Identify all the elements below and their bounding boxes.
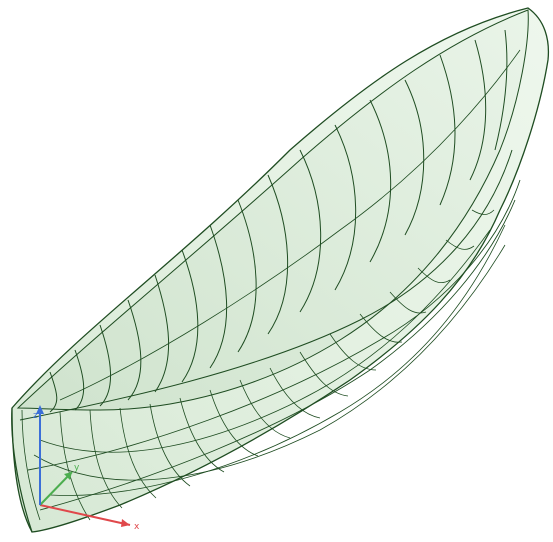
station-line: [439, 54, 456, 206]
station-line: [299, 149, 322, 313]
z-axis-label: z: [33, 411, 38, 421]
station-line: [334, 124, 357, 291]
hull-inner-surface: [16, 9, 529, 411]
centerline: [59, 49, 521, 401]
station-line: [267, 174, 289, 335]
station-line: [49, 371, 58, 413]
side-frames: [33, 209, 506, 521]
chine-line: [19, 149, 513, 421]
station-line: [209, 224, 228, 369]
y-axis-arrow: [64, 472, 72, 480]
station-line: [237, 199, 257, 353]
axis-triad: x y z: [33, 405, 140, 532]
station-lines: [49, 29, 508, 413]
x-axis-line: [39, 504, 131, 526]
station-line: [369, 99, 392, 263]
y-axis-label: y: [74, 463, 80, 473]
z-axis-arrow: [36, 405, 44, 414]
station-line: [74, 349, 85, 411]
station-line: [99, 324, 111, 407]
station-line: [181, 249, 199, 383]
x-axis-label: x: [134, 522, 140, 532]
y-axis-line: [39, 471, 73, 506]
station-line: [469, 39, 487, 181]
waterline: [27, 179, 521, 471]
transom-line: [21, 409, 41, 521]
x-axis-arrow: [121, 519, 130, 527]
station-line: [154, 274, 169, 393]
station-line: [404, 79, 425, 236]
station-line: [127, 299, 142, 401]
station-line: [494, 29, 508, 151]
stern-edge: [11, 407, 33, 533]
